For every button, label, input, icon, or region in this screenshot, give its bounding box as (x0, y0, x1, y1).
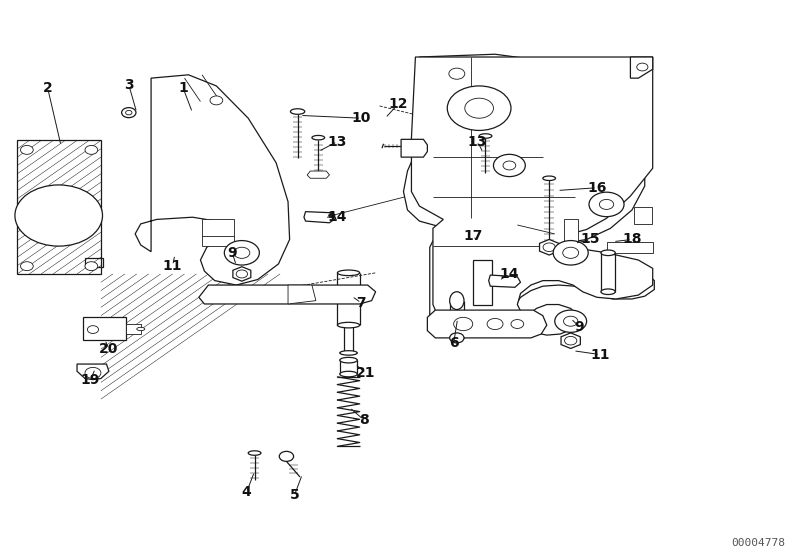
Ellipse shape (312, 135, 324, 140)
Bar (563, 220, 578, 246)
Text: 15: 15 (581, 233, 600, 247)
Polygon shape (288, 285, 316, 304)
Ellipse shape (479, 134, 492, 138)
Text: 20: 20 (99, 342, 118, 356)
Polygon shape (401, 139, 427, 157)
Polygon shape (630, 57, 653, 78)
Circle shape (125, 111, 132, 115)
Polygon shape (77, 364, 109, 380)
Text: 1: 1 (178, 80, 188, 94)
Ellipse shape (450, 292, 464, 310)
Circle shape (21, 145, 34, 154)
Circle shape (494, 154, 525, 177)
Polygon shape (304, 212, 336, 223)
Polygon shape (233, 267, 251, 281)
Circle shape (447, 86, 511, 130)
Bar (82, 318, 126, 339)
Text: 14: 14 (328, 210, 347, 224)
Polygon shape (427, 310, 547, 338)
Polygon shape (561, 333, 580, 348)
Polygon shape (606, 241, 653, 253)
Text: 13: 13 (328, 135, 347, 149)
Circle shape (234, 247, 250, 258)
Circle shape (280, 451, 293, 461)
Circle shape (565, 337, 577, 345)
Text: 7: 7 (356, 296, 366, 310)
Circle shape (225, 240, 260, 265)
Circle shape (454, 318, 473, 331)
Ellipse shape (137, 328, 145, 331)
Circle shape (503, 161, 515, 170)
Circle shape (87, 326, 98, 334)
Circle shape (328, 214, 335, 218)
Text: 12: 12 (388, 97, 407, 111)
Ellipse shape (340, 350, 357, 355)
Ellipse shape (543, 176, 555, 181)
Circle shape (555, 310, 586, 333)
Circle shape (85, 262, 97, 271)
Text: 14: 14 (499, 267, 519, 281)
Polygon shape (135, 75, 289, 285)
Circle shape (210, 96, 223, 105)
Ellipse shape (601, 289, 615, 295)
Circle shape (511, 320, 523, 329)
Bar (18, 140, 101, 274)
Text: 19: 19 (81, 373, 100, 387)
Ellipse shape (290, 109, 304, 114)
Polygon shape (199, 285, 376, 304)
Circle shape (553, 240, 588, 265)
Polygon shape (489, 275, 520, 287)
Circle shape (465, 98, 494, 118)
Text: 3: 3 (124, 78, 133, 92)
Bar (473, 260, 492, 305)
Circle shape (121, 108, 136, 117)
Circle shape (563, 316, 578, 326)
Text: 17: 17 (463, 229, 483, 243)
Circle shape (487, 319, 503, 330)
Circle shape (15, 185, 102, 246)
Text: 21: 21 (356, 366, 376, 380)
Polygon shape (307, 171, 329, 178)
Polygon shape (403, 54, 654, 336)
Bar (126, 324, 141, 334)
Text: 9: 9 (228, 246, 237, 260)
Circle shape (21, 262, 34, 271)
Text: 18: 18 (622, 233, 642, 247)
Bar (202, 220, 234, 246)
Bar (634, 207, 652, 224)
Ellipse shape (337, 323, 360, 328)
Text: 2: 2 (42, 80, 53, 94)
Ellipse shape (450, 333, 464, 343)
Text: 11: 11 (590, 348, 610, 362)
Circle shape (589, 192, 624, 217)
Circle shape (562, 247, 578, 258)
Ellipse shape (340, 371, 357, 377)
Circle shape (449, 68, 465, 79)
Ellipse shape (601, 250, 615, 255)
Text: 8: 8 (359, 413, 368, 427)
Polygon shape (539, 239, 559, 255)
Circle shape (599, 200, 614, 210)
Text: 10: 10 (352, 111, 371, 125)
Polygon shape (411, 57, 653, 323)
Ellipse shape (337, 270, 360, 276)
Text: 16: 16 (587, 181, 606, 195)
Text: 4: 4 (242, 485, 252, 499)
Text: 11: 11 (163, 259, 182, 273)
Circle shape (543, 243, 555, 252)
Circle shape (85, 145, 97, 154)
Ellipse shape (248, 451, 261, 455)
Ellipse shape (340, 357, 357, 363)
Text: 6: 6 (449, 337, 459, 350)
Circle shape (637, 63, 648, 71)
Text: 00004778: 00004778 (732, 538, 785, 548)
Text: 13: 13 (468, 135, 487, 149)
Circle shape (237, 270, 248, 278)
Text: 9: 9 (574, 320, 584, 334)
Circle shape (85, 367, 101, 378)
Text: 5: 5 (289, 489, 300, 503)
